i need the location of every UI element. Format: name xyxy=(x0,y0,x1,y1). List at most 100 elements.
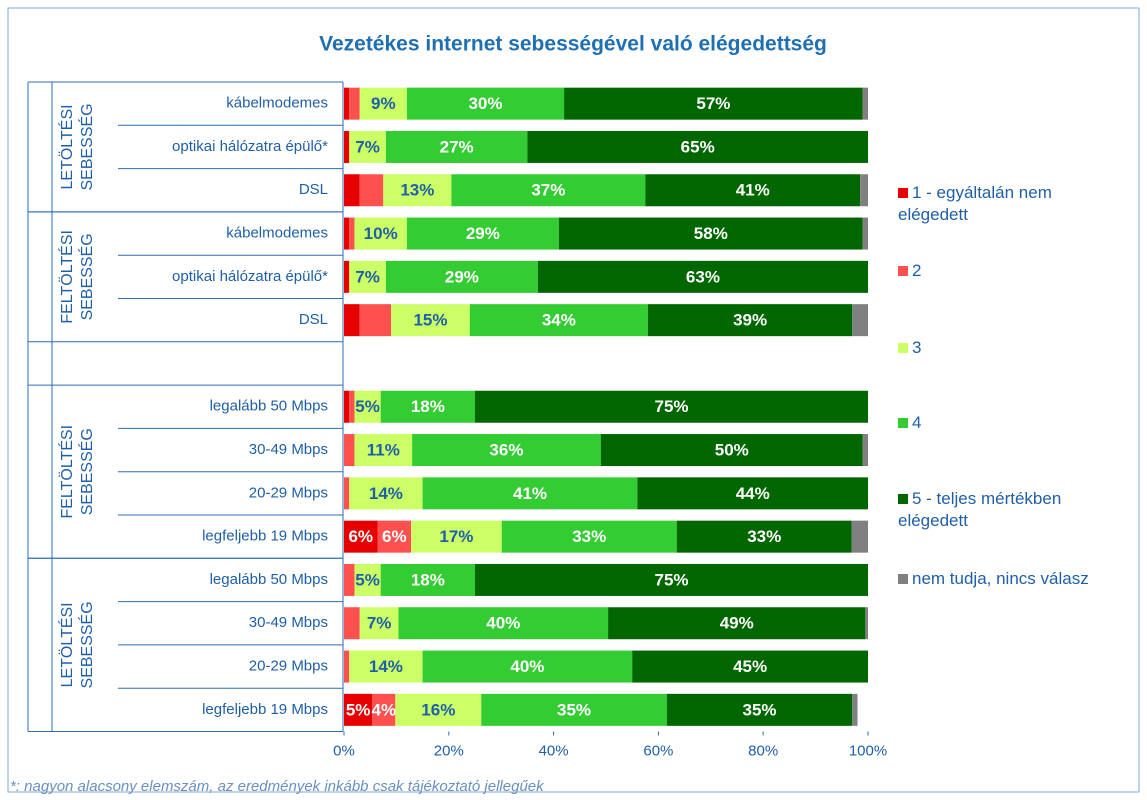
bar-segment xyxy=(349,260,386,293)
x-tick-label: 40% xyxy=(539,742,569,759)
legend-swatch xyxy=(898,343,908,353)
bar-segment xyxy=(372,693,396,726)
data-label: 75% xyxy=(654,570,688,589)
bar-segment xyxy=(676,520,852,553)
category-label: legfeljebb 19 Mbps xyxy=(202,528,328,545)
legend-item: 2 xyxy=(898,260,1098,282)
data-label: 18% xyxy=(411,397,445,416)
data-label: 44% xyxy=(736,484,770,503)
bar-segment xyxy=(383,174,452,207)
legend-label: nem tudja, nincs válasz xyxy=(912,569,1089,588)
group-label-line: SEBESSÉG xyxy=(77,601,96,688)
bar-segment xyxy=(380,563,475,596)
data-label: 33% xyxy=(747,527,781,546)
bar-segment xyxy=(385,130,528,163)
group-label: LETÖLTÉSI SEBESSÉG xyxy=(57,103,96,190)
legend-swatch xyxy=(898,494,908,504)
category-label: 30-49 Mbps xyxy=(249,441,328,458)
legend-label: 5 - teljes mértékben elégedett xyxy=(898,489,1062,530)
bar-segment xyxy=(354,390,381,423)
bar-segment xyxy=(865,607,868,640)
category-label: DSL xyxy=(299,311,328,328)
x-tick-label: 20% xyxy=(434,742,464,759)
bar-segment xyxy=(385,260,538,293)
data-label: 36% xyxy=(489,441,523,460)
data-label: 5% xyxy=(355,397,380,416)
bar-segment xyxy=(395,693,482,726)
category-label: kábelmodemes xyxy=(226,95,328,112)
group-label-line: SEBESSÉG xyxy=(77,233,96,320)
bar-segment xyxy=(380,390,475,423)
group-label: FELTÖLTÉSI SEBESSÉG xyxy=(57,425,96,519)
bar-segment xyxy=(537,260,868,293)
bar-segment xyxy=(600,434,863,467)
bar-segment xyxy=(645,174,861,207)
bar-segment xyxy=(349,477,423,510)
data-label: 7% xyxy=(355,137,380,156)
category-label: legalább 50 Mbps xyxy=(210,571,328,588)
data-label: 13% xyxy=(400,181,434,200)
category-label: 20-29 Mbps xyxy=(249,484,328,501)
bar-segment xyxy=(860,174,868,207)
bar-segment xyxy=(359,304,392,337)
category-label: legfeljebb 19 Mbps xyxy=(202,701,328,718)
legend-swatch xyxy=(898,188,908,198)
bar-segment xyxy=(344,607,360,640)
bar-segment xyxy=(344,434,355,467)
category-label: DSL xyxy=(299,181,328,198)
data-label: 14% xyxy=(369,484,403,503)
bar-segment xyxy=(391,304,470,337)
legend-item: 5 - teljes mértékben elégedett xyxy=(898,488,1098,532)
data-label: 37% xyxy=(531,181,565,200)
bar-segment xyxy=(411,520,502,553)
data-label: 39% xyxy=(733,311,767,330)
category-label: legalább 50 Mbps xyxy=(210,398,328,415)
bar-segment xyxy=(377,520,412,553)
data-label: 5% xyxy=(346,700,371,719)
data-label: 35% xyxy=(743,700,777,719)
data-label: 14% xyxy=(369,657,403,676)
legend-swatch xyxy=(898,266,908,276)
bar-segment xyxy=(475,390,868,423)
bar-segment xyxy=(406,87,565,120)
data-label: 41% xyxy=(736,181,770,200)
bar-segment xyxy=(359,87,407,120)
legend-item: nem tudja, nincs válasz xyxy=(898,568,1098,590)
data-label: 9% xyxy=(371,94,396,113)
legend-item: 4 xyxy=(898,412,1098,434)
bar-segment xyxy=(354,563,381,596)
legend-label: 4 xyxy=(912,413,922,432)
bar-segment xyxy=(647,304,853,337)
data-label: 57% xyxy=(696,94,730,113)
legend-item: 1 - egyáltalán nem elégedett xyxy=(898,182,1098,226)
x-tick-label: 0% xyxy=(333,742,355,759)
bar-segment xyxy=(469,304,648,337)
legend-label: 2 xyxy=(912,261,922,280)
data-label: 7% xyxy=(367,614,392,633)
bar-segment xyxy=(398,607,609,640)
data-label: 75% xyxy=(654,397,688,416)
group-label: FELTÖLTÉSI SEBESSÉG xyxy=(57,230,96,324)
legend-label: 1 - egyáltalán nem elégedett xyxy=(898,183,1052,224)
data-label: 27% xyxy=(440,137,474,156)
bar-segment xyxy=(349,390,355,423)
data-label: 41% xyxy=(513,484,547,503)
bar-segment xyxy=(349,87,360,120)
group-label-line: SEBESSÉG xyxy=(77,428,96,515)
x-tick-label: 100% xyxy=(849,742,887,759)
bar-segment xyxy=(349,130,386,163)
bar-segment xyxy=(851,520,868,553)
data-label: 5% xyxy=(355,570,380,589)
bar-segment xyxy=(852,304,868,337)
bar-segment xyxy=(359,174,384,207)
data-label: 17% xyxy=(439,527,473,546)
data-label: 40% xyxy=(510,657,544,676)
data-label: 11% xyxy=(367,441,400,460)
group-label-line: LETÖLTÉSI xyxy=(57,104,76,189)
bar-segment xyxy=(344,520,378,553)
bar-segment xyxy=(481,693,667,726)
data-label: 65% xyxy=(681,137,715,156)
bar-segment xyxy=(406,217,559,250)
group-label-line: FELTÖLTÉSI xyxy=(57,230,76,324)
legend-label: 3 xyxy=(912,338,922,357)
